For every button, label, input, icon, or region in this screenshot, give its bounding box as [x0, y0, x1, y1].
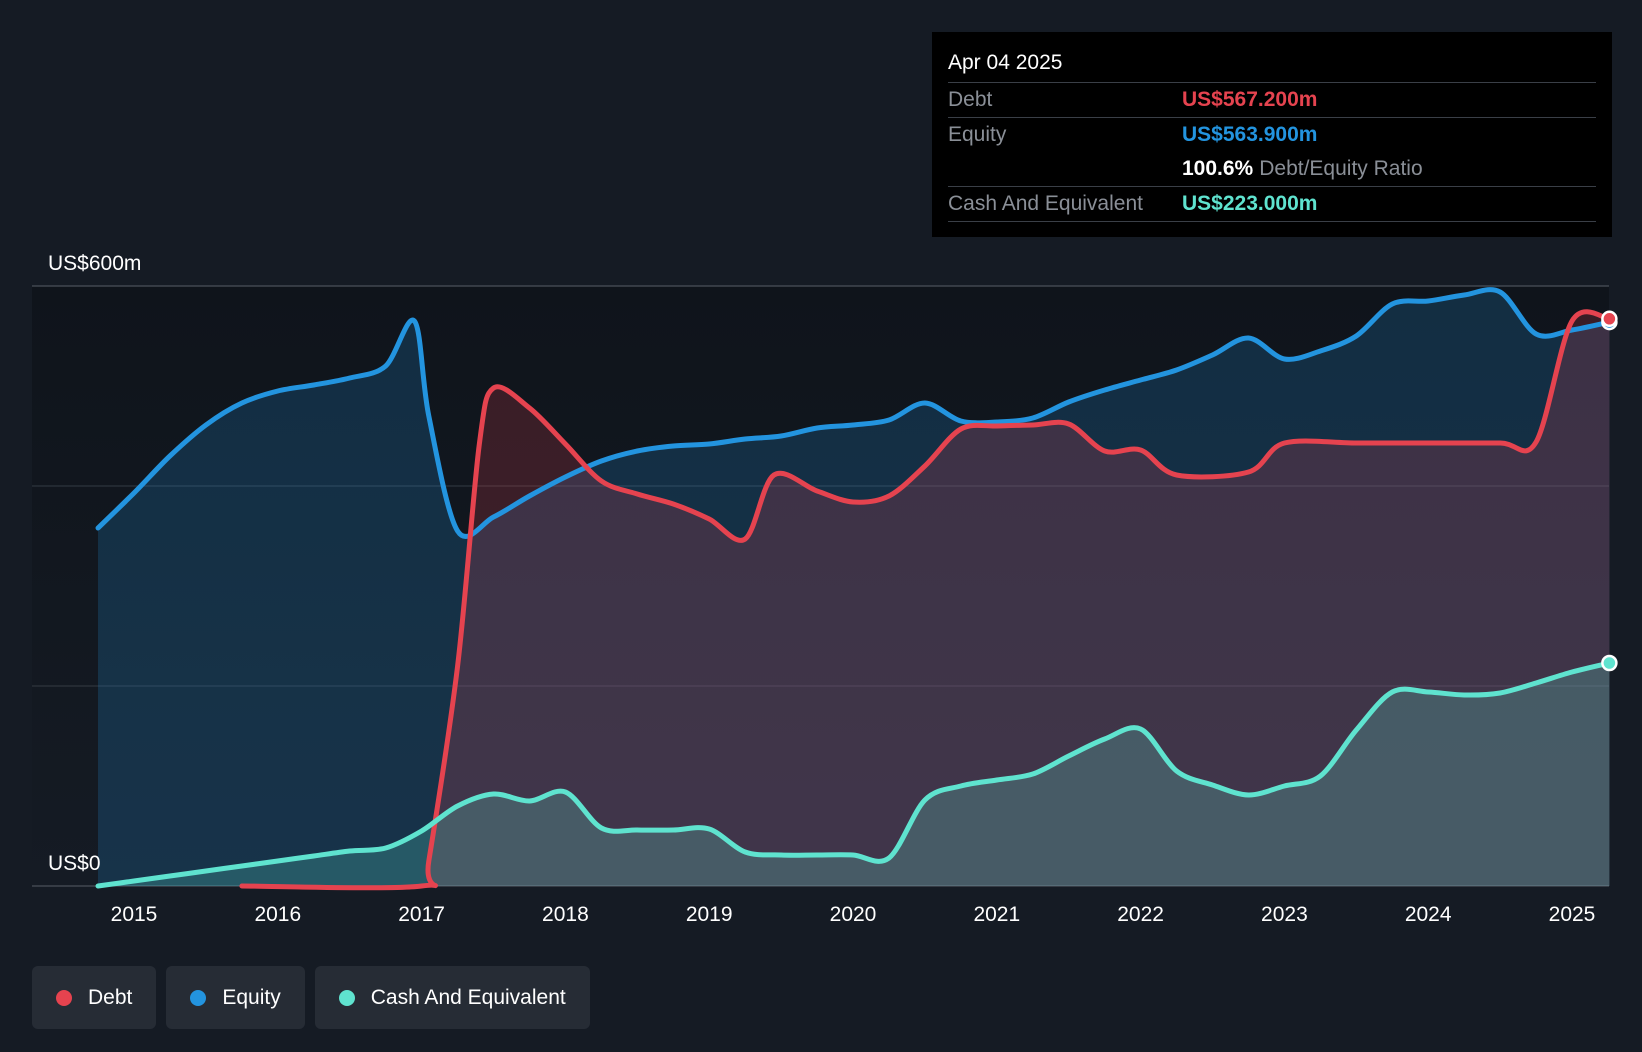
x-tick-label-2023: 2023: [1261, 903, 1308, 926]
tooltip-cash-label: Cash And Equivalent: [948, 192, 1143, 215]
equity-area: [98, 289, 1610, 886]
legend-label-equity: Equity: [222, 985, 281, 1009]
cash-dot-icon: [338, 989, 355, 1006]
data-tooltip: Apr 04 2025 Debt US$567.200m Equity US$5…: [932, 32, 1612, 237]
cash-and-equivalent-area: [98, 663, 1610, 886]
tooltip-debt-label: Debt: [948, 88, 993, 111]
debt-area: [241, 311, 1610, 888]
tooltip-equity-label: Equity: [948, 123, 1007, 146]
x-tick-label-2022: 2022: [1117, 903, 1164, 926]
cash-and-equivalent-end-marker: [1601, 654, 1618, 672]
legend-item-cash[interactable]: Cash And Equivalent: [314, 966, 590, 1029]
tooltip-ratio: 100.6% Debt/Equity Ratio: [1182, 152, 1423, 186]
y-axis-label-top: US$600m: [48, 252, 141, 275]
legend-label-debt: Debt: [88, 985, 133, 1009]
tooltip-cash-row: Cash And Equivalent US$223.000m: [948, 186, 1596, 222]
x-tick-label-2018: 2018: [542, 903, 589, 926]
debt-end-marker: [1601, 310, 1618, 328]
tooltip-date: Apr 04 2025: [948, 51, 1063, 74]
tooltip-cash-value: US$223.000m: [1182, 192, 1318, 215]
x-tick-label-2020: 2020: [830, 903, 877, 926]
debt-dot-icon: [56, 989, 72, 1006]
equity-dot-icon: [190, 989, 207, 1006]
x-tick-label-2021: 2021: [973, 903, 1020, 926]
tooltip-ratio-label: Debt/Equity Ratio: [1259, 157, 1423, 180]
x-tick-label-2015: 2015: [111, 903, 158, 926]
legend-item-equity[interactable]: Equity: [166, 966, 305, 1029]
tooltip-debt-row: Debt US$567.200m: [948, 82, 1596, 117]
legend-label-cash: Cash And Equivalent: [370, 985, 566, 1009]
legend-item-debt[interactable]: Debt: [32, 966, 157, 1029]
equity-line: [95, 287, 1612, 539]
x-tick-label-2025: 2025: [1549, 903, 1596, 926]
chart-legend: Debt Equity Cash And Equivalent: [32, 966, 590, 1029]
tooltip-ratio-row: 100.6% Debt/Equity Ratio: [948, 152, 1596, 186]
cash-and-equivalent-line: [95, 660, 1612, 889]
debt-line: [239, 309, 1612, 891]
x-tick-label-2019: 2019: [686, 903, 733, 926]
x-tick-label-2017: 2017: [398, 903, 445, 926]
tooltip-ratio-value: 100.6%: [1182, 157, 1254, 180]
tooltip-debt-value: US$567.200m: [1182, 88, 1318, 111]
x-tick-label-2024: 2024: [1405, 903, 1452, 926]
tooltip-equity-value: US$563.900m: [1182, 123, 1318, 146]
x-tick-label-2016: 2016: [254, 903, 301, 926]
y-axis-label-bottom: US$0: [48, 852, 101, 875]
tooltip-equity-row: Equity US$563.900m: [948, 117, 1596, 152]
